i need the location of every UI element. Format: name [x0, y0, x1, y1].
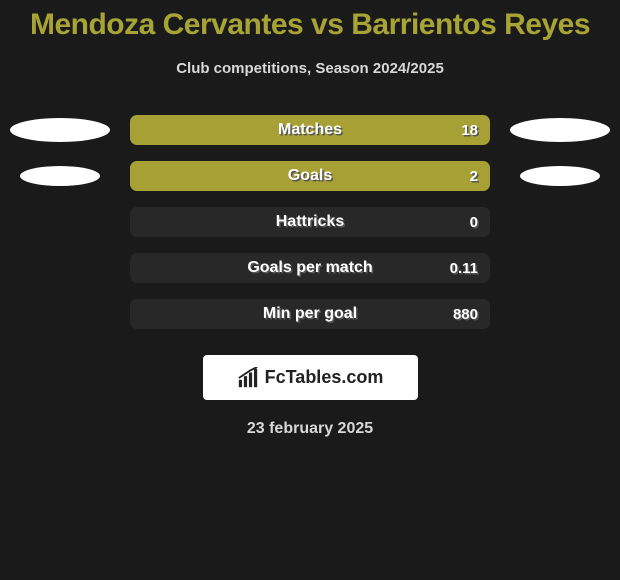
player-bubble-left: [20, 166, 100, 186]
stat-label: Matches: [130, 121, 490, 139]
stat-value: 2: [470, 168, 478, 185]
left-bubble-slot: [10, 115, 110, 145]
stat-row: Matches18: [10, 107, 610, 153]
stat-bar: Matches18: [130, 115, 490, 145]
left-bubble-slot: [10, 161, 110, 191]
left-bubble-slot: [10, 253, 110, 283]
right-bubble-slot: [510, 161, 610, 191]
stat-value: 18: [461, 122, 478, 139]
stat-bar: Goals per match0.11: [130, 253, 490, 283]
date: 23 february 2025: [0, 420, 620, 438]
stat-row: Hattricks0: [10, 199, 610, 245]
stat-value: 0: [470, 214, 478, 231]
left-bubble-slot: [10, 207, 110, 237]
right-bubble-slot: [510, 253, 610, 283]
right-bubble-slot: [510, 207, 610, 237]
logo-text: FcTables.com: [265, 367, 384, 388]
stat-bar: Min per goal880: [130, 299, 490, 329]
right-bubble-slot: [510, 299, 610, 329]
stat-row: Min per goal880: [10, 291, 610, 337]
stat-bar: Hattricks0: [130, 207, 490, 237]
right-bubble-slot: [510, 115, 610, 145]
left-bubble-slot: [10, 299, 110, 329]
player-bubble-right: [520, 166, 600, 186]
stat-row: Goals per match0.11: [10, 245, 610, 291]
page-title: Mendoza Cervantes vs Barrientos Reyes: [0, 0, 620, 42]
stat-label: Goals: [130, 167, 490, 185]
player-bubble-right: [510, 118, 610, 142]
stat-value: 0.11: [450, 260, 478, 277]
logo-box[interactable]: FcTables.com: [203, 355, 418, 400]
logo: FcTables.com: [237, 367, 384, 389]
stat-label: Goals per match: [130, 259, 490, 277]
chart-icon: [237, 367, 259, 389]
stat-label: Min per goal: [130, 305, 490, 323]
stat-label: Hattricks: [130, 213, 490, 231]
player-bubble-left: [10, 118, 110, 142]
subtitle: Club competitions, Season 2024/2025: [0, 60, 620, 77]
stats-area: Matches18 Goals2 Hattricks0 Goals per match…: [0, 107, 620, 337]
stat-row: Goals2: [10, 153, 610, 199]
stat-bar: Goals2: [130, 161, 490, 191]
stat-value: 880: [453, 306, 478, 323]
